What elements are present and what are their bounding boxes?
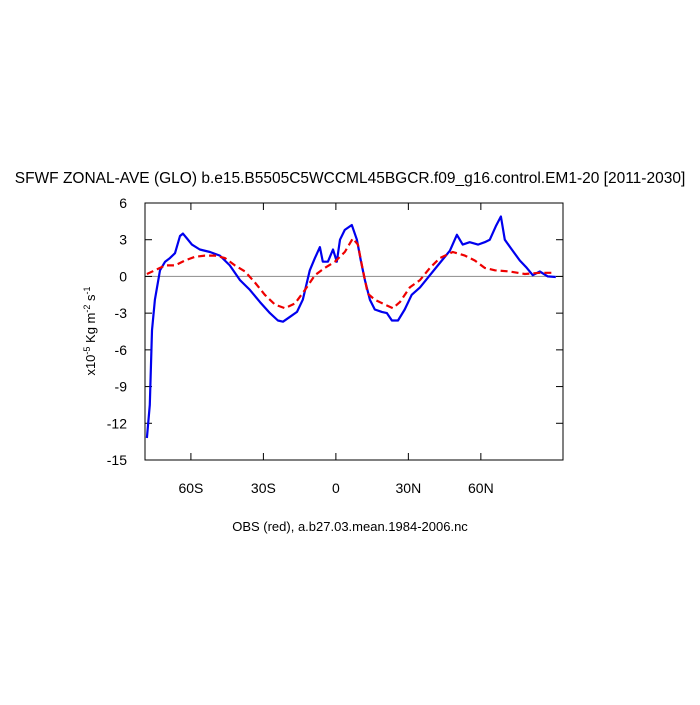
y-axis-label-part: -5	[82, 347, 92, 355]
x-tick-label: 60S	[178, 480, 203, 496]
y-tick-label: 6	[119, 195, 127, 211]
y-axis-label: x10-5 Kg m-2 s-1	[82, 286, 98, 375]
y-tick-label: -9	[115, 379, 128, 395]
x-tick-label: 30S	[251, 480, 276, 496]
y-tick-label: -3	[115, 305, 128, 321]
data-line	[146, 237, 555, 310]
x-axis-label: OBS (red), a.b27.03.mean.1984-2006.nc	[232, 519, 468, 534]
y-tick-label: -12	[107, 415, 127, 431]
y-axis-label-part: x10	[83, 355, 98, 376]
chart-title: SFWF ZONAL-AVE (GLO) b.e15.B5505C5WCCML4…	[15, 170, 686, 187]
x-tick-label: 30N	[396, 480, 422, 496]
x-tick-label: 0	[332, 480, 340, 496]
y-tick-label: -15	[107, 452, 127, 468]
y-tick-label: 0	[119, 268, 127, 284]
y-tick-label: 3	[119, 232, 127, 248]
plot-frame	[144, 202, 564, 461]
y-axis-label-part: -1	[82, 286, 92, 294]
x-tick-label: 60N	[468, 480, 494, 496]
y-axis-label-part: Kg m	[83, 313, 98, 347]
y-tick-label: -6	[115, 342, 128, 358]
y-axis-label-part: -2	[82, 305, 92, 313]
y-axis-label-part: s	[83, 294, 98, 305]
data-line	[145, 215, 556, 439]
